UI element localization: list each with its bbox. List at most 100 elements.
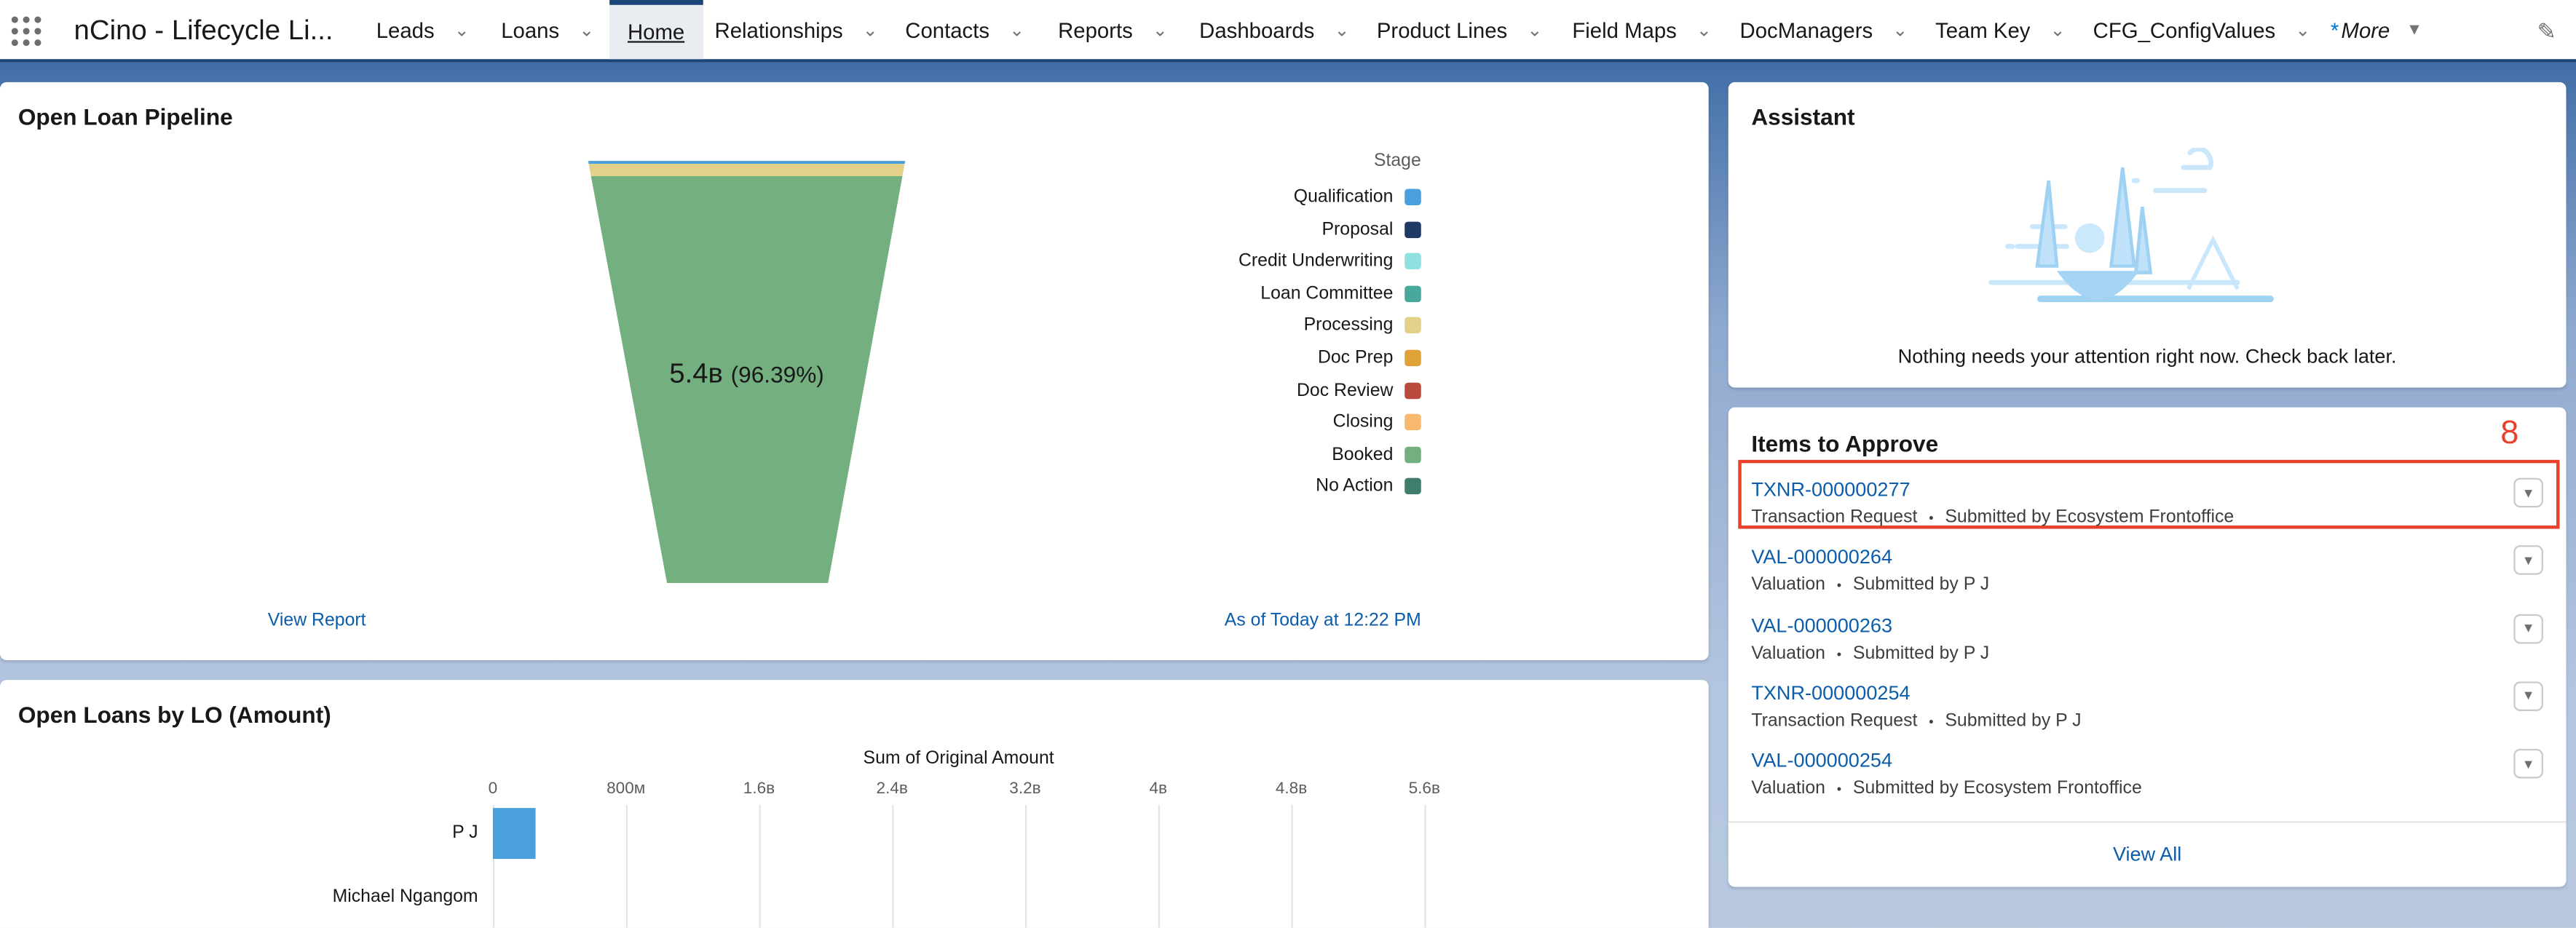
nav-tab-label: Dashboards	[1199, 17, 1315, 42]
legend-item[interactable]: Doc Review	[1297, 381, 1421, 400]
row-actions-dropdown[interactable]: ▼	[2513, 681, 2543, 711]
nav-tab-relationships[interactable]: Relationships ⌄	[715, 0, 878, 59]
nav-more[interactable]: * More ▼	[2330, 0, 2423, 59]
x-tick-label: 4.8в	[1275, 780, 1308, 798]
highlight-box	[1738, 459, 2560, 529]
legend-item[interactable]: Doc Prep	[1318, 348, 1421, 368]
legend-swatch	[1404, 317, 1421, 334]
legend-item[interactable]: Booked	[1332, 445, 1421, 464]
chevron-down-icon[interactable]: ⌄	[1152, 20, 1168, 41]
separator: •	[1836, 646, 1842, 662]
nav-tab-leads[interactable]: Leads ⌄	[376, 0, 470, 59]
nav-tab-label: Product Lines	[1376, 17, 1508, 42]
approval-item: TXNR-000000277 Transaction Request • Submit…	[1751, 477, 2550, 537]
legend-label: Qualification	[1293, 187, 1394, 207]
more-label: More	[2341, 17, 2390, 42]
gridline	[892, 804, 894, 928]
open-loan-pipeline-card: Open Loan Pipeline 5.4в (96.39%) Stage Q…	[0, 82, 1709, 661]
chevron-down-icon[interactable]: ⌄	[1527, 20, 1543, 41]
legend-item[interactable]: Credit Underwriting	[1238, 252, 1421, 271]
funnel-segment-qualification[interactable]	[588, 161, 906, 164]
legend-item[interactable]: Closing	[1333, 413, 1421, 432]
chevron-down-icon[interactable]: ⌄	[454, 20, 470, 41]
nav-tab-label: Relationships	[714, 17, 843, 42]
approval-item: TXNR-000000254 Transaction Request • Submit…	[1751, 681, 2550, 740]
gridline	[1158, 804, 1161, 928]
chevron-down-icon[interactable]: ⌄	[862, 20, 878, 41]
legend-label: Proposal	[1321, 219, 1394, 239]
nav-tab-label: Reports	[1058, 17, 1133, 42]
gridline	[1024, 804, 1027, 928]
row-actions-dropdown[interactable]: ▼	[2513, 477, 2543, 508]
legend-swatch	[1404, 414, 1421, 431]
approval-meta: Valuation • Submitted by P J	[1751, 643, 2550, 663]
app-title: nCino - Lifecycle Li...	[74, 15, 333, 47]
row-actions-dropdown[interactable]: ▼	[2513, 613, 2543, 643]
nav-tab-team-key[interactable]: Team Key ⌄	[1935, 0, 2065, 59]
chevron-down-icon[interactable]: ⌄	[2050, 20, 2066, 41]
edit-nav-icon[interactable]: ✎	[2537, 17, 2556, 44]
legend-item[interactable]: Loan Committee	[1260, 284, 1421, 304]
chevron-down-icon[interactable]: ⌄	[1892, 20, 1908, 41]
approval-meta: Valuation • Submitted by Ecosystem Frontof…	[1751, 779, 2550, 798]
approval-record-link[interactable]: TXNR-000000254	[1751, 681, 1911, 705]
nav-tab-product-lines[interactable]: Product Lines ⌄	[1377, 0, 1542, 59]
funnel-chart	[588, 161, 906, 583]
nav-tab-contacts[interactable]: Contacts ⌄	[905, 0, 1024, 59]
legend-item[interactable]: Proposal	[1321, 219, 1421, 239]
approval-record-link[interactable]: VAL-000000264	[1751, 545, 1893, 569]
chevron-down-icon[interactable]: ⌄	[2295, 20, 2311, 41]
record-type: Valuation	[1751, 575, 1826, 595]
legend-item[interactable]: Qualification	[1294, 187, 1421, 207]
legend-swatch	[1404, 285, 1421, 302]
approval-record-link[interactable]: TXNR-000000277	[1751, 477, 1911, 501]
separator: •	[1929, 510, 1934, 526]
divider	[1728, 821, 2567, 823]
submitted-by: Submitted by Ecosystem Frontoffice	[1945, 507, 2235, 528]
x-tick-label: 5.6в	[1408, 780, 1440, 798]
app-launcher-icon[interactable]	[11, 16, 42, 47]
legend-swatch	[1404, 478, 1421, 496]
separator: •	[1836, 782, 1842, 797]
legend-label: Closing	[1332, 412, 1394, 432]
chevron-down-icon[interactable]: ⌄	[1696, 20, 1712, 41]
record-type: Valuation	[1751, 643, 1826, 663]
x-axis-title: Sum of Original Amount	[863, 748, 1054, 769]
separator: •	[1929, 714, 1934, 729]
chevron-down-icon[interactable]: ⌄	[1009, 20, 1024, 41]
chevron-down-icon[interactable]: ⌄	[1334, 20, 1350, 41]
nav-tab-dashboards[interactable]: Dashboards ⌄	[1199, 0, 1349, 59]
row-actions-dropdown[interactable]: ▼	[2513, 545, 2543, 576]
assistant-card: Assistant Nothing needs your attention r…	[1728, 82, 2567, 388]
legend-label: Booked	[1332, 445, 1394, 465]
bar[interactable]	[492, 808, 537, 860]
approval-record-link[interactable]: VAL-000000263	[1751, 613, 1893, 637]
funnel-segment-booked[interactable]	[590, 176, 903, 583]
view-all-link[interactable]: View All	[2112, 842, 2182, 866]
card-title: Open Loan Pipeline	[17, 103, 233, 130]
nav-tab-home[interactable]: Home	[609, 0, 703, 60]
nav-tab-field-maps[interactable]: Field Maps ⌄	[1572, 0, 1711, 59]
view-report-link[interactable]: View Report	[267, 611, 366, 631]
nav-tab-label: Contacts	[905, 17, 990, 42]
funnel-segment-processing[interactable]	[588, 164, 905, 177]
submitted-by: Submitted by P J	[1852, 643, 1990, 663]
gridline	[492, 804, 495, 928]
nav-tab-label: CFG_ConfigValues	[2093, 17, 2276, 42]
legend-item[interactable]: Processing	[1304, 316, 1421, 336]
chevron-down-icon[interactable]: ⌄	[579, 20, 595, 41]
nav-tab-label: Field Maps	[1572, 17, 1677, 42]
legend-swatch	[1404, 189, 1421, 206]
nav-tab-cfg-configvalues[interactable]: CFG_ConfigValues ⌄	[2093, 0, 2310, 59]
nav-tab-loans[interactable]: Loans ⌄	[501, 0, 594, 59]
nav-tab-reports[interactable]: Reports ⌄	[1058, 0, 1168, 59]
row-actions-dropdown[interactable]: ▼	[2513, 749, 2543, 779]
y-category-label: Michael Ngangom	[332, 887, 478, 907]
approval-meta: Valuation • Submitted by P J	[1751, 575, 2550, 595]
approval-record-link[interactable]: VAL-000000254	[1751, 749, 1893, 772]
legend-swatch	[1404, 349, 1421, 367]
legend-swatch	[1404, 381, 1421, 399]
nav-tab-docmanagers[interactable]: DocManagers ⌄	[1740, 0, 1908, 59]
legend-item[interactable]: No Action	[1316, 477, 1421, 496]
